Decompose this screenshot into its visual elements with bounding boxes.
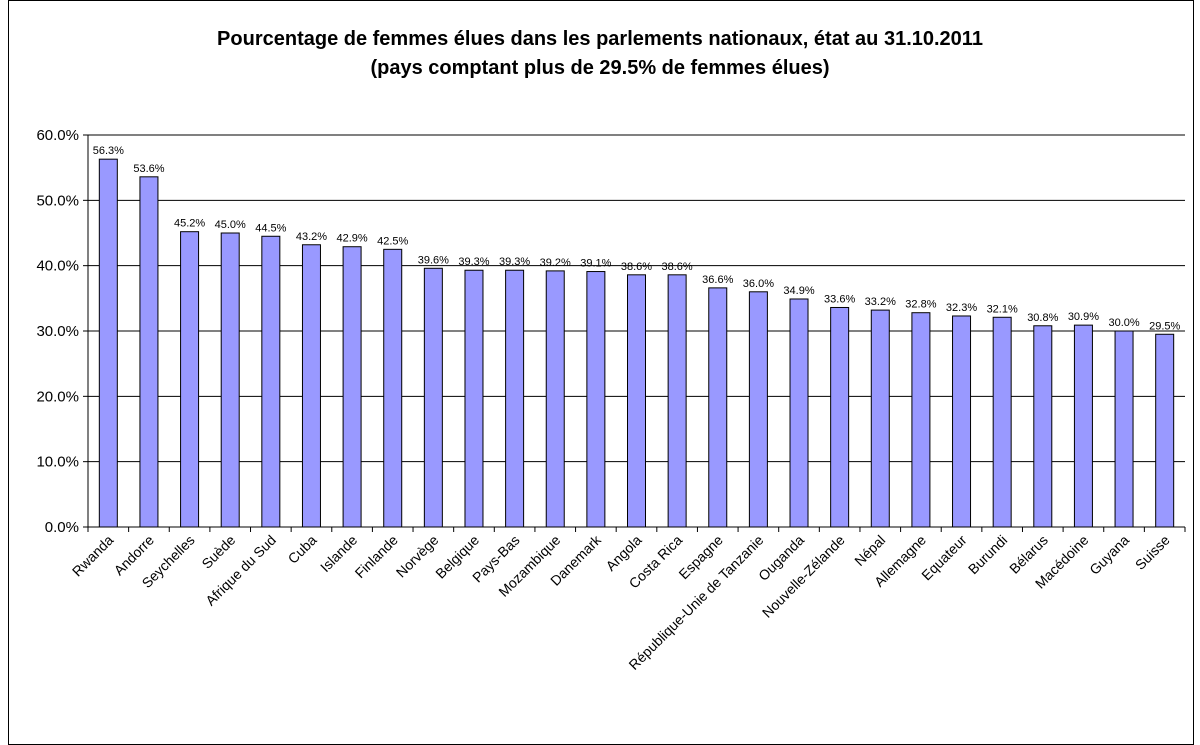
data-label: 36.0% (743, 278, 774, 290)
bar (423, 267, 443, 528)
data-label: 39.2% (540, 257, 571, 269)
data-label: 38.6% (662, 261, 693, 273)
data-label: 32.1% (987, 303, 1018, 315)
data-label: 42.5% (377, 235, 408, 247)
bar (301, 244, 321, 528)
data-label: 36.6% (702, 274, 733, 286)
data-label: 29.5% (1149, 320, 1180, 332)
x-tick-label: Equateur (918, 532, 970, 584)
bar (98, 158, 118, 528)
bar (748, 291, 768, 528)
bar (870, 309, 890, 528)
bar (1155, 333, 1175, 528)
chart-subtitle: (pays comptant plus de 29.5% de femmes é… (370, 57, 830, 79)
bar (1073, 324, 1093, 528)
data-label: 30.9% (1068, 311, 1099, 323)
bar (545, 270, 565, 528)
bar (383, 248, 403, 528)
bar (789, 298, 809, 528)
data-label: 34.9% (783, 285, 814, 297)
data-label: 32.8% (905, 299, 936, 311)
data-label: 56.3% (93, 145, 124, 157)
data-label: 45.2% (174, 218, 205, 230)
bar (708, 287, 728, 528)
bar (505, 269, 525, 528)
y-tick-label: 10.0% (36, 454, 79, 471)
y-tick-label: 30.0% (36, 323, 79, 340)
bar (1033, 325, 1053, 528)
x-tick-label: Cuba (285, 532, 320, 567)
x-tick-label: Afrique du Sud (202, 532, 279, 609)
bar (261, 235, 281, 528)
x-tick-label: Rwanda (69, 532, 117, 580)
x-tick-label: Burundi (965, 532, 1010, 577)
data-label: 30.8% (1027, 312, 1058, 324)
bar (992, 316, 1012, 528)
bar (180, 231, 200, 528)
bar (220, 232, 240, 528)
data-label: 38.6% (621, 261, 652, 273)
chart-title: Pourcentage de femmes élues dans les par… (217, 28, 983, 50)
y-tick-label: 50.0% (36, 192, 79, 209)
data-label: 39.1% (580, 258, 611, 270)
bar (667, 274, 687, 528)
bar (1114, 330, 1134, 528)
bar (139, 176, 159, 528)
x-tick-label: Suisse (1132, 532, 1173, 573)
y-tick-label: 20.0% (36, 388, 79, 405)
bar (627, 274, 646, 528)
data-label: 39.6% (418, 254, 449, 266)
data-label: 39.3% (499, 256, 530, 268)
data-label: 53.6% (133, 163, 164, 175)
data-label: 33.2% (865, 296, 896, 308)
data-label: 32.3% (946, 302, 977, 314)
bar (952, 315, 972, 528)
data-label: 30.0% (1108, 317, 1139, 329)
data-label: 45.0% (215, 219, 246, 231)
data-label: 44.5% (255, 222, 286, 234)
y-tick-label: 40.0% (36, 258, 79, 275)
y-tick-label: 60.0% (36, 127, 79, 144)
data-label: 42.9% (336, 233, 367, 245)
data-label: 33.6% (824, 293, 855, 305)
bar (830, 306, 850, 528)
bar (586, 271, 606, 528)
x-tick-label: Guyana (1086, 532, 1132, 578)
data-label: 39.3% (458, 256, 489, 268)
bar (464, 269, 484, 528)
x-tick-label: Népal (851, 532, 888, 569)
bar (911, 312, 931, 528)
bar (342, 246, 362, 528)
data-label: 43.2% (296, 231, 327, 243)
x-tick-label: Finlande (352, 532, 401, 581)
y-tick-label: 0.0% (45, 519, 79, 536)
